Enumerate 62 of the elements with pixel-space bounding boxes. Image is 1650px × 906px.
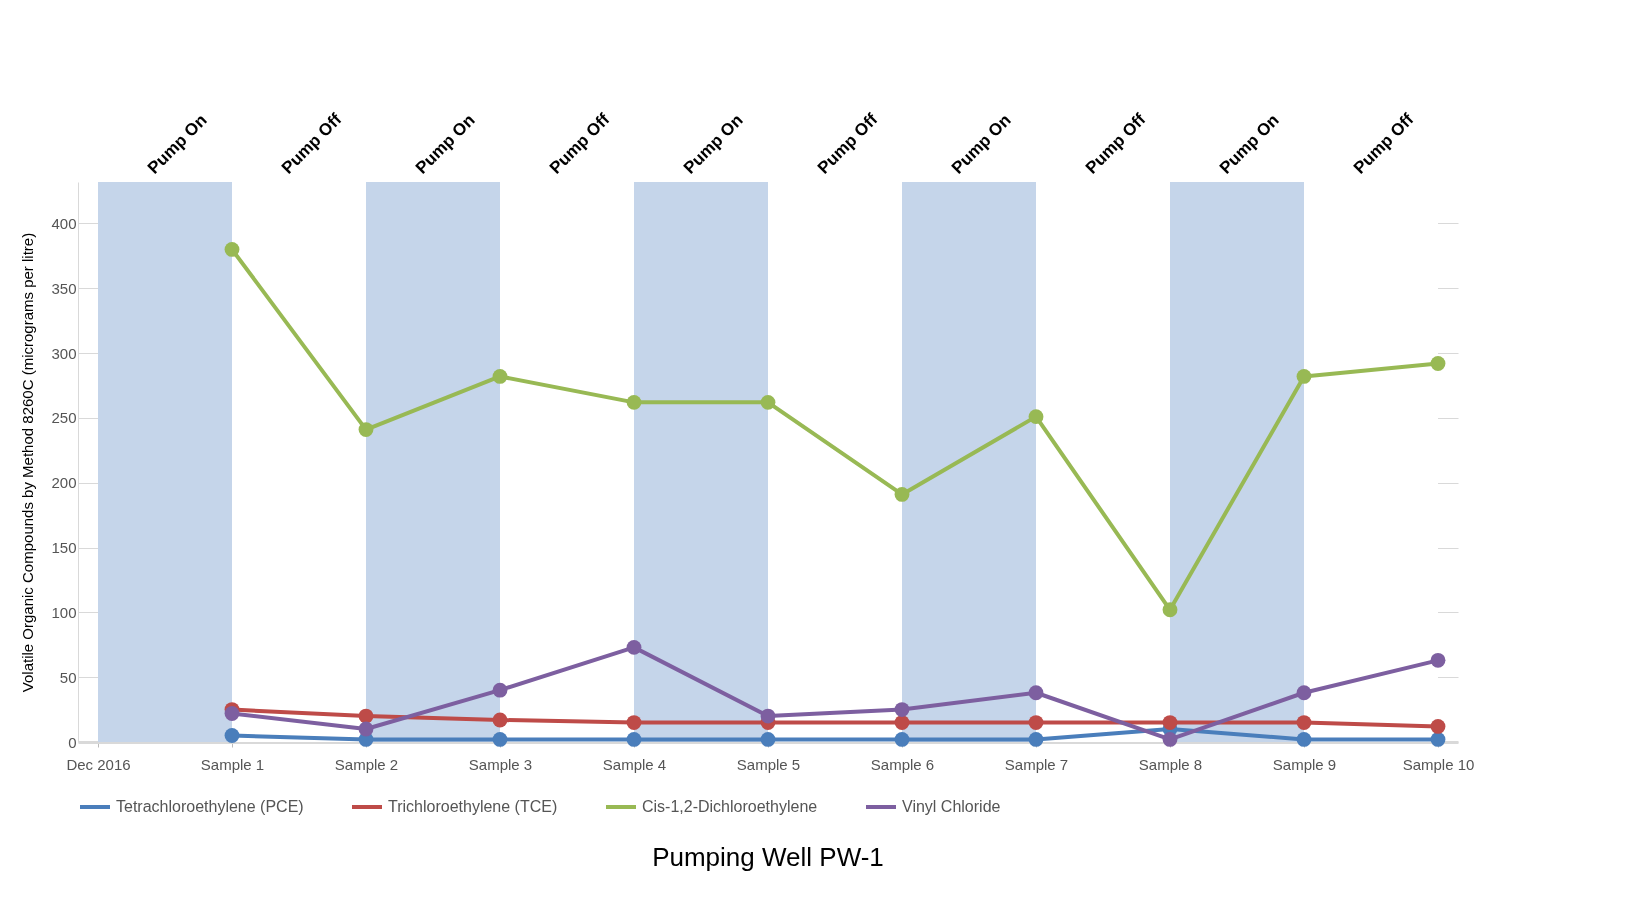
point <box>358 721 374 737</box>
point <box>1162 715 1178 730</box>
point <box>358 422 374 437</box>
point <box>1162 602 1178 618</box>
point <box>224 728 240 743</box>
x-tick-label: Dec 2016 <box>66 755 131 773</box>
point <box>492 732 508 747</box>
point <box>894 487 910 502</box>
x-tick-label: Sample 2 <box>334 755 399 773</box>
y-tick-label: 250 <box>51 409 77 427</box>
y-tick-label: 100 <box>51 603 77 621</box>
x-tick-label: Sample 5 <box>736 755 801 773</box>
legend-label: Vinyl Chloride <box>902 798 1001 815</box>
point <box>894 702 910 717</box>
point <box>626 715 642 730</box>
point <box>1162 732 1178 747</box>
y-tick-label: 400 <box>51 214 77 232</box>
point <box>894 732 910 747</box>
point <box>760 394 776 410</box>
y-tick-label: 150 <box>51 539 77 557</box>
point <box>224 706 240 721</box>
x-tick-label: Sample 3 <box>468 755 533 773</box>
y-tick-label: 50 <box>59 668 77 686</box>
point <box>1430 719 1446 734</box>
point <box>1028 732 1044 747</box>
x-tick-label: Sample 9 <box>1272 755 1337 773</box>
point <box>1430 732 1446 747</box>
point <box>1430 356 1446 371</box>
point <box>492 682 508 698</box>
point <box>1296 685 1312 701</box>
x-tick-label: Sample 6 <box>870 755 935 773</box>
text: Pumping Well PW-1 <box>652 842 884 872</box>
point <box>760 732 776 747</box>
y-tick-label: 200 <box>51 474 77 492</box>
point <box>894 715 910 730</box>
point <box>492 369 508 384</box>
point <box>760 708 776 724</box>
y-tick-label: 300 <box>51 344 77 362</box>
point <box>1028 409 1044 425</box>
y-tick-label: 350 <box>51 279 77 297</box>
legend-label: Tetrachloroethylene (PCE) <box>116 798 304 815</box>
x-tick-label: Sample 10 <box>1402 755 1475 773</box>
point <box>1296 715 1312 730</box>
point <box>626 394 642 410</box>
point <box>492 712 508 728</box>
point <box>1296 369 1312 384</box>
x-tick-label: Sample 7 <box>1004 755 1069 773</box>
point <box>1028 715 1044 730</box>
point <box>1028 685 1044 701</box>
point <box>626 732 642 747</box>
x-tick-label: Sample 4 <box>602 755 667 773</box>
x-tick-label: Sample 8 <box>1138 755 1203 773</box>
point <box>1430 652 1446 668</box>
point <box>626 639 642 655</box>
y-axis-title: Volatile Organic Compounds by Method 8260C (micrograms per litre) <box>19 232 37 693</box>
point <box>1296 732 1312 747</box>
point <box>224 242 240 257</box>
legend-label: Cis-1,2-Dichloroethylene <box>642 798 818 815</box>
y-tick-label: 0 <box>68 733 77 751</box>
point <box>358 708 374 724</box>
x-tick-label: Sample 1 <box>200 755 265 773</box>
legend-label: Trichloroethylene (TCE) <box>388 798 558 815</box>
